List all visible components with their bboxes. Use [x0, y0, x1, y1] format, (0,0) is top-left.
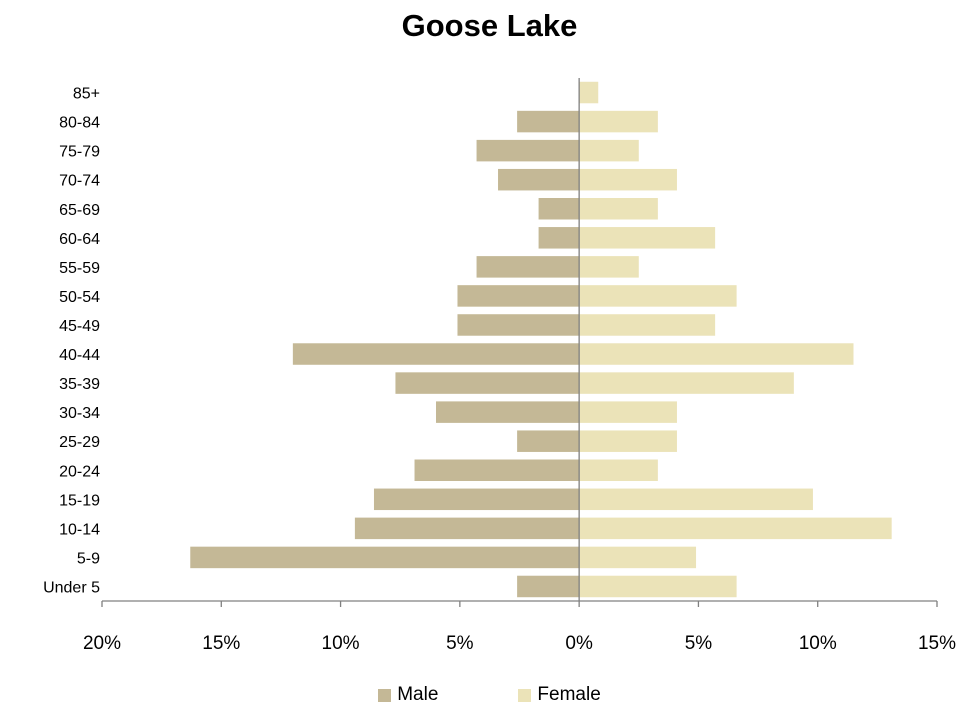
category-label: 30-34 [59, 405, 100, 422]
x-tick-label: 5% [685, 633, 713, 654]
bar-male-30-34 [436, 401, 580, 423]
category-label: Under 5 [43, 579, 100, 596]
bar-female-65-69 [579, 197, 658, 220]
chart-title: Goose Lake [401, 8, 578, 43]
bar-female-5-9 [579, 546, 697, 569]
x-tick-label: 10% [799, 633, 837, 654]
x-tick-label: 10% [322, 633, 360, 654]
x-tick-label: 15% [918, 633, 956, 654]
bar-female-80-84 [579, 110, 658, 133]
bar-male-60-64 [538, 227, 580, 249]
bar-female-20-24 [579, 459, 658, 482]
bar-female-70-74 [579, 168, 677, 191]
x-tick-label: 15% [202, 633, 240, 654]
bar-male-35-39 [395, 372, 580, 394]
category-label: 55-59 [59, 260, 100, 277]
legend-item-female: Female [518, 684, 601, 706]
category-label: 35-39 [59, 376, 100, 393]
bar-male-65-69 [538, 197, 580, 220]
bar-female-50-54 [579, 285, 737, 307]
bar-female-25-29 [579, 430, 677, 452]
category-label: 85+ [73, 86, 100, 103]
category-label: 15-19 [59, 492, 100, 509]
bar-male-25-29 [517, 430, 580, 452]
bar-male-45-49 [457, 314, 580, 336]
legend-item-male: Male [378, 684, 438, 706]
legend-label-female: Female [537, 684, 601, 705]
bar-female-75-79 [579, 139, 639, 162]
bar-male-5-9 [190, 546, 580, 569]
category-label: 40-44 [59, 347, 100, 364]
x-tick-label: 20% [83, 633, 121, 654]
category-label: 20-24 [59, 463, 100, 480]
category-label: 75-79 [59, 144, 100, 161]
legend: Male Female [0, 684, 979, 706]
bar-male-Under-5 [517, 575, 580, 598]
bar-female-55-59 [579, 256, 639, 278]
bar-male-75-79 [476, 139, 580, 162]
bar-male-20-24 [414, 459, 580, 482]
bar-female-Under-5 [579, 575, 737, 598]
bar-female-35-39 [579, 372, 794, 394]
bar-male-15-19 [373, 488, 580, 511]
bar-male-70-74 [498, 168, 580, 191]
bar-male-10-14 [354, 517, 580, 540]
bar-male-50-54 [457, 285, 580, 307]
x-tick-label: 0% [565, 633, 593, 654]
category-label: 50-54 [59, 289, 100, 306]
x-tick-label: 5% [446, 633, 474, 654]
category-label: 5-9 [77, 550, 100, 567]
category-label: 70-74 [59, 173, 100, 190]
bar-female-85plus [579, 81, 599, 104]
bar-male-80-84 [517, 110, 580, 133]
bar-female-30-34 [579, 401, 677, 423]
category-label: 25-29 [59, 434, 100, 451]
bar-female-40-44 [579, 343, 854, 365]
legend-swatch-female [518, 688, 532, 702]
bar-female-10-14 [579, 517, 892, 540]
category-label: 60-64 [59, 231, 100, 248]
category-label: 65-69 [59, 202, 100, 219]
legend-swatch-male [378, 688, 392, 702]
legend-label-male: Male [397, 684, 439, 705]
bar-female-60-64 [579, 227, 716, 249]
category-label: 45-49 [59, 318, 100, 335]
category-label: 10-14 [59, 521, 100, 538]
bar-male-40-44 [292, 343, 580, 365]
bar-female-15-19 [579, 488, 813, 511]
bar-male-55-59 [476, 256, 580, 278]
category-label: 80-84 [59, 115, 100, 132]
bar-female-45-49 [579, 314, 716, 336]
